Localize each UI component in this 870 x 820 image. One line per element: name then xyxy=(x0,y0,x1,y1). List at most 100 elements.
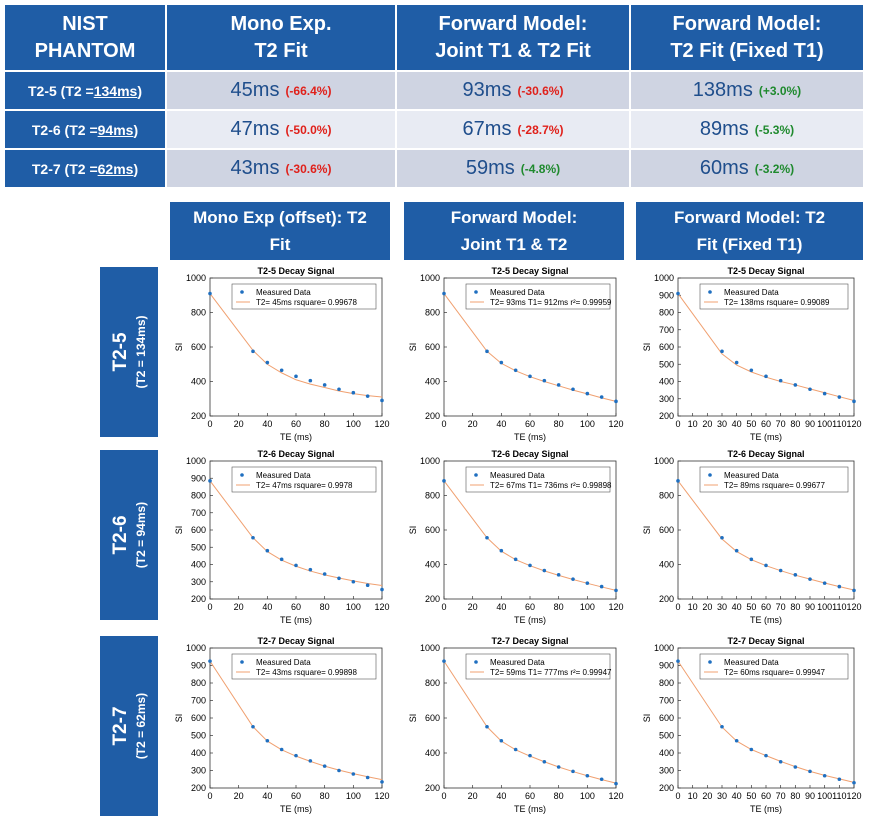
row-label-sub: (T2 = 94ms) xyxy=(134,501,148,569)
y-tick-label: 600 xyxy=(659,342,674,352)
data-point xyxy=(485,724,489,729)
legend-label-fit: T2= 93ms T1= 912ms r²= 0.99959 xyxy=(490,298,612,307)
data-point xyxy=(778,378,783,383)
data-point xyxy=(208,479,212,483)
cell-percent: (-50.0%) xyxy=(285,122,332,137)
x-tick-label: 30 xyxy=(717,419,727,429)
row-label-t2-5: T2-5 (T2 = 134ms) xyxy=(5,72,165,109)
y-tick-label: 800 xyxy=(425,491,440,501)
row-label-t2-7: T2-7 (T2 = 62ms) xyxy=(5,150,165,187)
plot-title: T2-5 Decay Signal xyxy=(727,266,804,276)
data-point xyxy=(499,738,504,743)
data-point xyxy=(793,765,798,769)
x-tick-label: 20 xyxy=(234,602,244,612)
data-point xyxy=(852,588,856,593)
legend-box xyxy=(699,653,849,680)
y-tick-label: 400 xyxy=(191,748,206,758)
cell-t2-6-fixed: 89ms (-5.3%) xyxy=(631,111,863,148)
cell-value: 43ms xyxy=(230,157,280,179)
data-point xyxy=(380,780,384,784)
x-tick-label: 30 xyxy=(717,791,727,801)
y-tick-label: 700 xyxy=(191,508,206,518)
y-tick-label: 400 xyxy=(191,377,206,387)
y-tick-label: 200 xyxy=(191,594,206,604)
x-tick-label: 40 xyxy=(732,791,742,801)
y-tick-label: 800 xyxy=(659,308,674,318)
data-point xyxy=(808,577,812,581)
cell-t2-5-joint: 93ms (-30.6%) xyxy=(397,72,629,109)
data-point xyxy=(528,374,532,379)
x-axis-label: TE (ms) xyxy=(280,615,312,625)
x-tick-label: 40 xyxy=(496,602,506,612)
data-point xyxy=(442,659,446,663)
x-tick-label: 120 xyxy=(374,602,389,612)
x-tick-label: 20 xyxy=(702,419,712,429)
data-point xyxy=(499,548,504,553)
cell-value: 89ms xyxy=(699,118,749,140)
y-axis-label: SI xyxy=(408,343,418,352)
data-point xyxy=(599,395,604,399)
data-point xyxy=(822,773,827,778)
y-tick-label: 600 xyxy=(191,713,206,723)
data-point xyxy=(499,360,504,365)
x-tick-label: 0 xyxy=(675,419,680,429)
x-tick-label: 100 xyxy=(817,419,832,429)
row-label-main: T2-7 xyxy=(110,706,131,746)
fit-line xyxy=(209,293,383,398)
y-tick-label: 400 xyxy=(659,377,674,387)
y-tick-label: 200 xyxy=(425,783,440,793)
y-tick-label: 1000 xyxy=(186,643,206,653)
x-axis-label: TE (ms) xyxy=(750,432,782,442)
legend-marker-measured xyxy=(474,290,478,294)
y-tick-label: 600 xyxy=(191,525,206,535)
y-tick-label: 400 xyxy=(191,560,206,570)
legend-label-measured: Measured Data xyxy=(724,288,779,297)
y-tick-label: 700 xyxy=(659,696,674,706)
data-point xyxy=(720,724,724,729)
legend-marker-measured xyxy=(240,473,244,477)
y-tick-label: 1000 xyxy=(654,456,674,466)
x-tick-label: 50 xyxy=(746,602,756,612)
y-axis-label: SI xyxy=(174,526,184,535)
x-tick-label: 80 xyxy=(790,602,800,612)
x-tick-label: 100 xyxy=(580,419,595,429)
x-tick-label: 40 xyxy=(496,419,506,429)
legend-label-measured: Measured Data xyxy=(256,471,311,480)
x-tick-label: 110 xyxy=(832,602,846,612)
y-tick-label: 300 xyxy=(659,394,674,404)
x-tick-label: 60 xyxy=(291,419,301,429)
y-tick-label: 600 xyxy=(659,525,674,535)
plot-title: T2-7 Decay Signal xyxy=(257,636,334,646)
cell-t2-6-mono: 47ms (-50.0%) xyxy=(167,111,395,148)
legend-marker-measured xyxy=(708,473,712,477)
row-suffix: ) xyxy=(133,121,139,138)
x-axis-label: TE (ms) xyxy=(280,804,312,814)
x-tick-label: 80 xyxy=(554,602,564,612)
header-mono-text: Mono Exp. T2 Fit xyxy=(230,12,332,62)
y-tick-label: 400 xyxy=(425,377,440,387)
legend-box xyxy=(699,283,849,310)
legend-label-measured: Measured Data xyxy=(256,658,311,667)
x-tick-label: 60 xyxy=(761,791,771,801)
x-tick-label: 0 xyxy=(441,791,446,801)
legend-label-measured: Measured Data xyxy=(256,288,311,297)
cell-value: 47ms xyxy=(230,118,280,140)
data-point xyxy=(778,568,783,573)
data-point xyxy=(837,584,842,589)
data-point xyxy=(614,781,618,786)
y-tick-label: 300 xyxy=(191,577,206,587)
legend-marker-measured xyxy=(474,473,478,477)
header-joint-text: Forward Model: Joint T1 & T2 Fit xyxy=(435,12,591,62)
x-tick-label: 80 xyxy=(554,791,564,801)
legend-label-measured: Measured Data xyxy=(490,658,545,667)
data-point xyxy=(380,587,384,592)
x-tick-label: 70 xyxy=(776,791,786,801)
x-tick-label: 100 xyxy=(346,791,361,801)
data-point xyxy=(556,383,561,387)
data-point xyxy=(308,378,313,383)
data-point xyxy=(764,753,768,758)
header-mono-exp: Mono Exp. T2 Fit xyxy=(167,5,395,70)
x-tick-label: 20 xyxy=(468,791,478,801)
data-point xyxy=(294,563,298,568)
